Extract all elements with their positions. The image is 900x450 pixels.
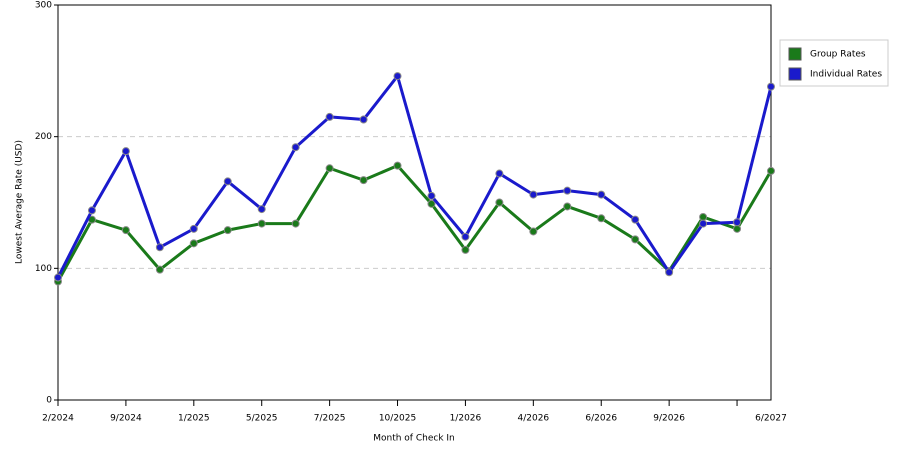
data-point — [529, 227, 538, 236]
y-axis-label: Lowest Average Rate (USD) — [15, 140, 25, 264]
data-point — [87, 206, 96, 215]
data-point — [359, 176, 368, 185]
data-point — [393, 161, 402, 170]
data-point — [359, 115, 368, 124]
y-tick-label: 200 — [35, 132, 52, 142]
data-point — [665, 268, 674, 277]
data-point — [54, 273, 62, 282]
data-point — [699, 212, 708, 221]
legend-swatch — [788, 67, 802, 81]
data-point — [597, 214, 606, 223]
data-point — [631, 215, 640, 224]
data-point — [223, 226, 232, 235]
y-tick-label: 100 — [35, 264, 52, 274]
y-tick-label: 300 — [35, 1, 52, 11]
data-point — [427, 199, 436, 208]
x-tick-label: 9/2024 — [110, 414, 142, 424]
data-point — [291, 219, 300, 228]
data-point — [325, 164, 334, 173]
legend-label: Individual Rates — [810, 70, 882, 80]
data-point — [325, 112, 334, 121]
data-point — [155, 243, 164, 252]
x-tick-label: 5/2025 — [246, 414, 278, 424]
legend-label: Group Rates — [810, 50, 866, 60]
data-point — [121, 147, 130, 156]
data-point — [563, 202, 572, 211]
series-line — [56, 74, 773, 279]
data-point — [529, 190, 538, 199]
data-point — [563, 186, 572, 195]
x-tick-label: 6/2026 — [585, 414, 617, 424]
data-point — [155, 265, 164, 274]
x-tick-label: 10/2025 — [379, 414, 416, 424]
series-line — [56, 164, 773, 283]
data-point — [597, 190, 606, 199]
data-point — [767, 166, 775, 175]
y-tick-label: 0 — [46, 396, 52, 406]
data-point — [189, 224, 198, 233]
data-point — [461, 232, 470, 241]
x-tick-label: 9/2026 — [653, 414, 685, 424]
data-point — [733, 218, 742, 227]
plot-frame — [57, 4, 772, 401]
data-point — [393, 72, 402, 81]
data-point — [189, 239, 198, 248]
x-tick-label: 4/2026 — [517, 414, 549, 424]
x-tick-label: 2/2024 — [42, 414, 74, 424]
data-point — [291, 143, 300, 152]
data-point — [461, 245, 470, 254]
data-point — [427, 191, 436, 200]
data-point — [733, 224, 742, 233]
data-point — [767, 82, 775, 91]
data-point — [631, 235, 640, 244]
data-point — [257, 219, 266, 228]
legend-swatch — [788, 47, 802, 61]
x-tick-label: 1/2026 — [450, 414, 482, 424]
x-tick-label: 1/2025 — [178, 414, 210, 424]
x-tick-label: 6/2027 — [755, 414, 787, 424]
data-point — [495, 169, 504, 178]
data-point — [699, 219, 708, 228]
x-axis-label: Month of Check In — [373, 434, 455, 444]
data-point — [121, 226, 130, 235]
x-tick-label: 7/2025 — [314, 414, 346, 424]
data-point — [223, 177, 232, 186]
data-point — [257, 205, 266, 214]
data-point — [495, 198, 504, 207]
